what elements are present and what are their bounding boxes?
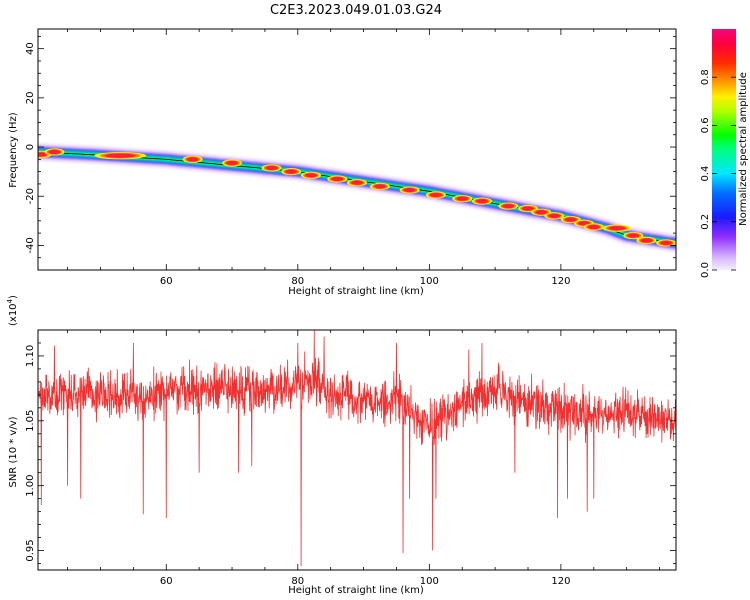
spectrogram-ridge (38, 143, 676, 252)
hot-spot-red (564, 217, 577, 222)
hot-spot-red (331, 176, 344, 182)
hot-spot (399, 186, 420, 194)
spectrogram-frame (37, 28, 677, 271)
colorbar: 0.0 0.2 0.4 0.6 0.8 Normalized spectral ampl… (700, 29, 749, 278)
y-tick-label: 1.00 (25, 475, 36, 497)
colorbar-tick-label: 0.8 (700, 69, 711, 85)
hot-spot-red (535, 210, 548, 215)
hot-spot-red (38, 152, 48, 157)
colorbar-gradient (712, 29, 736, 270)
hot-spot-red (608, 226, 626, 231)
hot-spot-red (429, 192, 442, 198)
spectrogram-panel: 60 80 100 120 40 20 0 -20 -40 Height of straigh… (8, 28, 677, 297)
figure-title: C2E3.2023.049.01.03.G24 (270, 3, 442, 18)
hot-spot (347, 179, 367, 187)
hot-spot (583, 223, 604, 231)
hot-spot-red (548, 213, 561, 218)
hot-spot (44, 148, 65, 156)
hot-spot (636, 236, 657, 245)
hot-spot-red (374, 184, 387, 189)
x-tick-label: 60 (160, 576, 173, 587)
snr-frame (37, 329, 677, 571)
hot-spot-red (475, 199, 488, 204)
x-tick-label: 80 (291, 276, 304, 287)
hot-spot-red (522, 206, 535, 211)
hot-spot-red (627, 233, 640, 238)
hot-spot (471, 197, 492, 205)
hot-spot-red (226, 160, 239, 166)
y-tick-label: 0 (25, 144, 36, 150)
colorbar-tick-label: 0.6 (700, 117, 711, 133)
y-tick-label: 1.10 (25, 345, 36, 367)
svg-text:(x104): (x104) (6, 295, 19, 326)
ridge-halo-outer (38, 143, 676, 252)
x-tick-label: 120 (551, 276, 570, 287)
hot-spot-red (403, 187, 416, 193)
hot-spot (623, 231, 644, 240)
y-tick-label: 40 (25, 42, 36, 55)
hot-spot-red (587, 224, 600, 230)
spectrogram-hot-spots (38, 148, 676, 247)
hot-spot (602, 224, 631, 232)
snr-panel: 60 80 100 120 0.95 1.00 1.05 1.10 Height of st… (6, 295, 677, 596)
spectrogram-x-axis-label: Height of straight line (km) (288, 286, 424, 297)
hot-spot (425, 191, 446, 199)
colorbar-label: Normalized spectral amplitude (738, 72, 749, 226)
hot-spot-red (48, 149, 61, 155)
hot-spot (452, 195, 473, 203)
hot-spot (370, 182, 391, 190)
hot-spot (222, 159, 243, 167)
snr-y-axis-label: SNR (10 * v/v) (8, 416, 19, 487)
spectrogram-x-ticks: 60 80 100 120 (67, 29, 660, 287)
hot-spot-red (577, 221, 590, 226)
y-tick-label: -20 (25, 188, 36, 204)
x-tick-label: 80 (291, 576, 304, 587)
hot-spot (182, 155, 203, 163)
snr-series-group (38, 330, 676, 567)
x-tick-label: 120 (551, 576, 570, 587)
hot-spot-red (186, 157, 199, 162)
hot-spot (327, 175, 348, 183)
y-tick-label: 20 (25, 91, 36, 104)
spectrogram-y-axis-label: Frequency (Hz) (8, 112, 19, 188)
hot-spot-red (640, 238, 653, 243)
hot-spot-red (351, 180, 363, 185)
y-tick-label: 0.95 (25, 539, 36, 561)
colorbar-ticks: 0.0 0.2 0.4 0.6 0.8 (700, 69, 736, 278)
x-tick-label: 100 (420, 276, 439, 287)
hot-spot-red (265, 165, 278, 171)
hot-spot-red (285, 169, 298, 174)
colorbar-tick-label: 0.0 (700, 262, 711, 278)
x-tick-label: 60 (160, 276, 173, 287)
hot-spot (544, 212, 565, 220)
snr-multiplier-label: (x104) (6, 295, 19, 326)
hot-spot-red (456, 196, 469, 201)
hot-spot (94, 152, 147, 160)
hot-spot (498, 202, 519, 210)
hot-spot (261, 164, 282, 172)
y-tick-label: 1.05 (25, 410, 36, 432)
hot-spot-red (104, 153, 136, 158)
y-tick-label: -40 (25, 237, 36, 253)
snr-x-axis-label: Height of straight line (km) (288, 585, 424, 596)
hot-spot (300, 171, 321, 179)
snr-x-ticks: 60 80 100 120 (67, 330, 660, 587)
colorbar-tick-label: 0.2 (700, 214, 711, 230)
colorbar-tick-label: 0.4 (700, 166, 711, 182)
hot-spot (656, 239, 676, 247)
snr-y-ticks: 0.95 1.00 1.05 1.10 (25, 329, 676, 564)
snr-series-line (38, 330, 676, 567)
hot-spot-red (660, 240, 673, 246)
spectrogram-y-ticks: 40 20 0 -20 -40 (25, 35, 676, 259)
hot-spot-red (502, 203, 515, 209)
hot-spot-red (304, 173, 317, 178)
x-tick-label: 100 (420, 576, 439, 587)
hot-spot (281, 168, 302, 176)
